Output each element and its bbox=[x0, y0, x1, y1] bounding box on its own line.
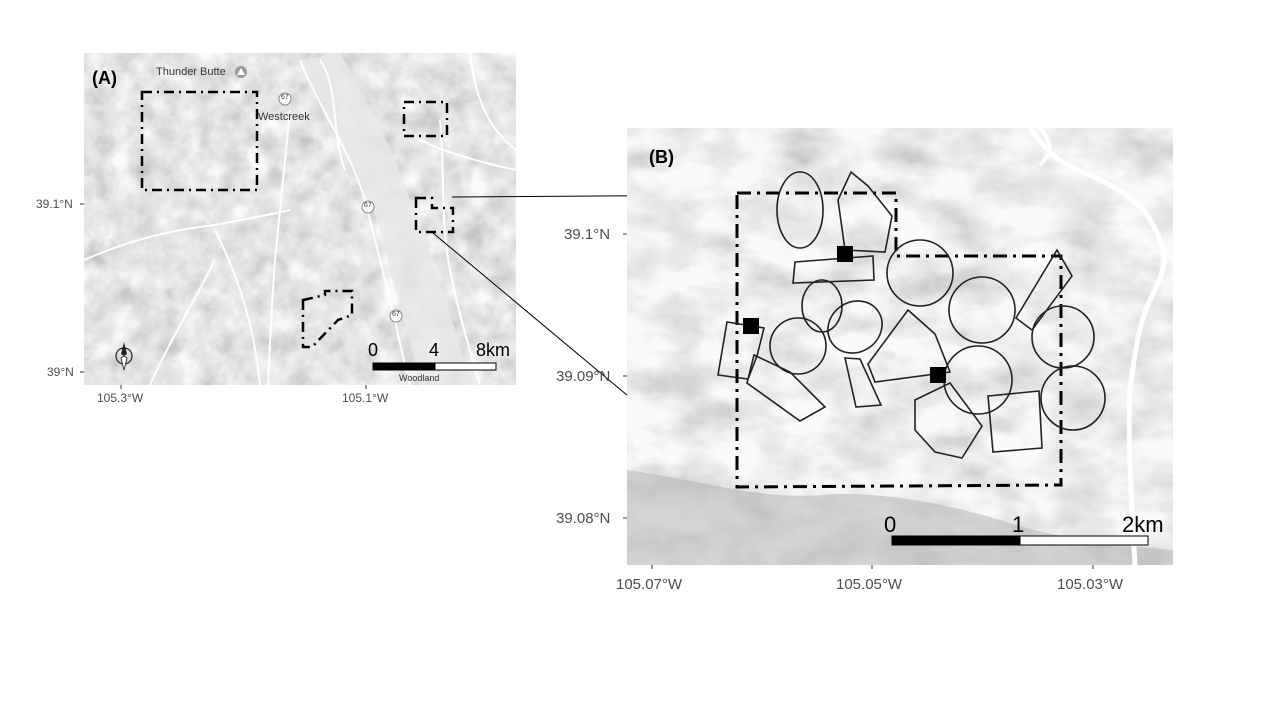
road-shield-label: 67 bbox=[281, 94, 289, 101]
plot bbox=[914, 381, 983, 459]
panel-b-scale-label: 2km bbox=[1122, 512, 1164, 537]
plot bbox=[886, 239, 954, 307]
plot bbox=[987, 390, 1043, 453]
panel-a-tag: (A) bbox=[92, 68, 117, 88]
panel-a-map bbox=[80, 52, 517, 389]
point-marker bbox=[743, 318, 759, 334]
peak-icon bbox=[235, 66, 247, 78]
study-area-ne bbox=[402, 100, 449, 138]
panel-a-y-tick: 39°N bbox=[47, 365, 74, 379]
panel-a-x-tick: 105.1°W bbox=[342, 391, 389, 405]
panel-a-x-tick: 105.3°W bbox=[97, 391, 144, 405]
plot bbox=[843, 357, 883, 408]
panel-b-tag: (B) bbox=[649, 147, 674, 167]
survey-plots bbox=[717, 170, 1106, 459]
place-westcreek: Westcreek bbox=[258, 111, 310, 123]
panel-b-x-tick: 105.03°W bbox=[1057, 576, 1124, 593]
plot bbox=[1040, 365, 1106, 431]
place-woodland: Woodland bbox=[399, 373, 440, 383]
plot bbox=[867, 308, 952, 383]
panel-b-y-tick: 39.09°N bbox=[556, 368, 611, 385]
road-spur bbox=[1038, 126, 1052, 167]
plot bbox=[776, 171, 824, 249]
plot bbox=[746, 353, 827, 422]
panel-b-y-tick: 39.08°N bbox=[556, 510, 611, 527]
point-markers bbox=[743, 246, 946, 383]
panel-b-scale-label: 0 bbox=[884, 512, 897, 537]
place-thunder-butte: Thunder Butte bbox=[156, 66, 226, 78]
plot bbox=[948, 276, 1016, 344]
panel-b-ticks bbox=[623, 233, 1094, 569]
panel-a: (A) Thunder Butte Westcreek Woodland 67 … bbox=[0, 0, 560, 420]
valley-area bbox=[300, 53, 470, 385]
boundary-road bbox=[1027, 126, 1167, 566]
panel-b-scale-label: 1 bbox=[1012, 512, 1025, 537]
plot bbox=[837, 170, 893, 253]
north-arrow-icon bbox=[115, 342, 133, 371]
panel-a-ticks bbox=[80, 203, 367, 389]
road-shield-label: 67 bbox=[364, 202, 372, 209]
panel-a-scale-label: 0 bbox=[368, 340, 379, 360]
point-marker bbox=[837, 246, 853, 262]
panel-b-x-tick: 105.05°W bbox=[836, 576, 903, 593]
study-area-s bbox=[301, 289, 354, 349]
road-shields bbox=[278, 92, 403, 323]
panel-b-y-tick: 39.1°N bbox=[564, 226, 611, 243]
point-marker bbox=[930, 367, 946, 383]
study-area-large bbox=[140, 90, 259, 192]
panel-b-x-tick: 105.07°W bbox=[616, 576, 683, 593]
study-area-outlines bbox=[140, 90, 455, 349]
panel-a-y-tick: 39.1°N bbox=[36, 197, 73, 211]
panel-b-scale-bar bbox=[891, 535, 1149, 546]
study-area-b bbox=[414, 196, 455, 234]
plot bbox=[769, 317, 827, 375]
road-shield-label: 67 bbox=[392, 311, 400, 318]
plot bbox=[827, 300, 883, 354]
